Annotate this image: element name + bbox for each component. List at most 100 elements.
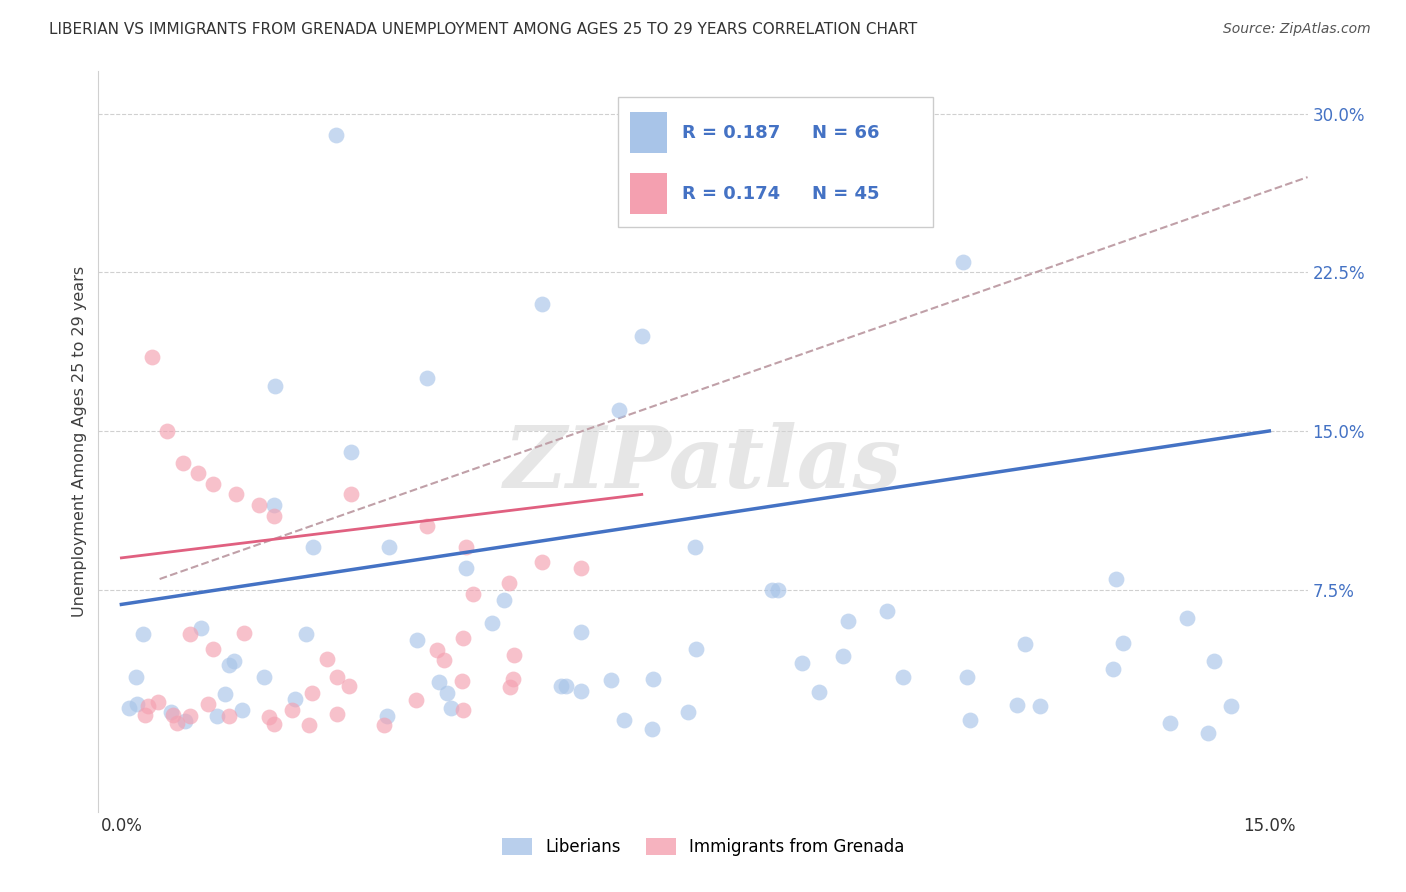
Point: [599, 673, 621, 687]
Point: [685, 642, 707, 657]
Point: [832, 648, 855, 663]
Point: [554, 679, 576, 693]
Bar: [630, 173, 666, 214]
Text: N = 66: N = 66: [811, 124, 879, 142]
Point: [1005, 698, 1028, 713]
Point: [1159, 716, 1181, 731]
Point: [454, 561, 477, 575]
Point: [1105, 572, 1128, 586]
Point: [1220, 698, 1243, 713]
Point: [197, 697, 219, 711]
Point: [378, 541, 401, 555]
Point: [503, 648, 526, 662]
Point: [643, 673, 665, 687]
Point: [190, 621, 212, 635]
Point: [156, 424, 179, 438]
Point: [301, 686, 323, 700]
Point: [118, 701, 141, 715]
Point: [1028, 698, 1050, 713]
Point: [550, 679, 572, 693]
Point: [761, 582, 783, 597]
Point: [569, 624, 592, 639]
Point: [222, 654, 245, 668]
Point: [956, 670, 979, 684]
Text: R = 0.187: R = 0.187: [682, 124, 780, 142]
Point: [630, 328, 652, 343]
Point: [1112, 635, 1135, 649]
Point: [499, 680, 522, 694]
Point: [454, 541, 477, 555]
Point: [263, 379, 285, 393]
Point: [373, 718, 395, 732]
Point: [427, 675, 450, 690]
Point: [426, 643, 449, 657]
Point: [131, 627, 153, 641]
Point: [1102, 662, 1125, 676]
Point: [179, 708, 201, 723]
Point: [405, 693, 427, 707]
Point: [837, 615, 859, 629]
Point: [1175, 611, 1198, 625]
Point: [440, 701, 463, 715]
Point: [498, 576, 520, 591]
Point: [1202, 654, 1225, 668]
Point: [481, 615, 503, 630]
Point: [893, 670, 915, 684]
Bar: [630, 112, 666, 153]
Point: [676, 705, 699, 719]
Point: [247, 498, 270, 512]
Point: [790, 657, 813, 671]
Point: [952, 254, 974, 268]
Point: [214, 687, 236, 701]
Point: [202, 476, 225, 491]
Point: [451, 703, 474, 717]
Point: [492, 593, 515, 607]
Point: [263, 716, 285, 731]
Point: [768, 583, 790, 598]
Point: [326, 670, 349, 684]
Point: [263, 498, 285, 512]
Point: [451, 673, 474, 688]
Point: [325, 128, 347, 142]
Point: [569, 561, 592, 575]
Point: [172, 456, 194, 470]
Point: [807, 684, 830, 698]
Point: [162, 708, 184, 723]
Point: [1197, 725, 1219, 739]
Point: [173, 714, 195, 729]
Point: [280, 703, 302, 717]
Point: [205, 709, 228, 723]
Point: [569, 684, 592, 698]
Point: [463, 587, 485, 601]
Point: [125, 670, 148, 684]
Point: [340, 487, 363, 501]
Point: [451, 631, 474, 645]
Legend: Liberians, Immigrants from Grenada: Liberians, Immigrants from Grenada: [495, 831, 911, 863]
Point: [225, 487, 247, 501]
Point: [959, 713, 981, 727]
Point: [125, 697, 148, 711]
Point: [253, 670, 276, 684]
Text: N = 45: N = 45: [811, 185, 879, 202]
Point: [141, 350, 163, 364]
Point: [405, 633, 427, 648]
Text: Source: ZipAtlas.com: Source: ZipAtlas.com: [1223, 22, 1371, 37]
Point: [433, 653, 456, 667]
Point: [340, 445, 363, 459]
Y-axis label: Unemployment Among Ages 25 to 29 years: Unemployment Among Ages 25 to 29 years: [72, 266, 87, 617]
Point: [337, 679, 360, 693]
Text: ZIPatlas: ZIPatlas: [503, 422, 903, 506]
Point: [436, 686, 458, 700]
Point: [876, 604, 898, 618]
Point: [295, 627, 318, 641]
Point: [160, 706, 183, 720]
Point: [284, 692, 307, 706]
Point: [1014, 637, 1036, 651]
Point: [416, 371, 439, 385]
Point: [166, 716, 188, 731]
Point: [685, 541, 707, 555]
Point: [263, 508, 285, 523]
Point: [416, 519, 439, 533]
Point: [326, 706, 349, 721]
Point: [179, 627, 201, 641]
